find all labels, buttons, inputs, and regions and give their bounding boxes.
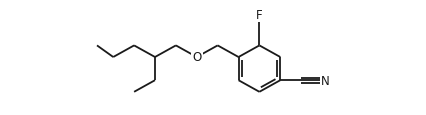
- Text: F: F: [256, 9, 263, 22]
- Text: O: O: [192, 51, 201, 64]
- Text: N: N: [321, 74, 330, 87]
